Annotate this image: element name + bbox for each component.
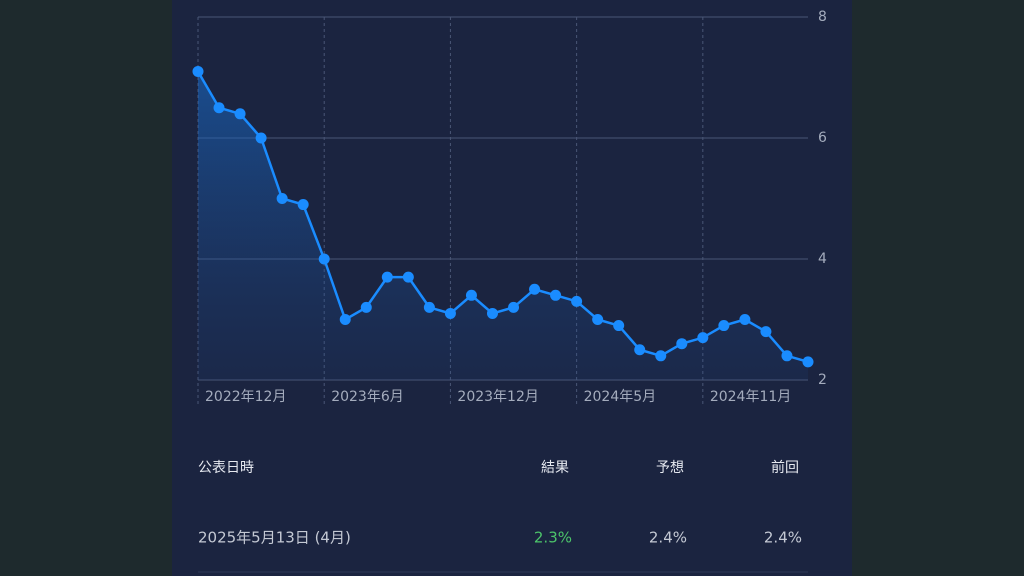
y-tick-label: 8	[818, 9, 827, 25]
table-header: 公表日時	[198, 460, 254, 476]
x-tick-label: 2023年12月	[457, 389, 538, 405]
table-cell: 2.4%	[764, 529, 802, 547]
table-header: 結果	[541, 460, 569, 476]
point	[508, 301, 520, 313]
table: 公表日時 結果 予想 前回 2025年5月13日 (4月) 2.3% 2.4% 2.4%	[198, 459, 802, 547]
point	[465, 289, 477, 301]
point	[297, 199, 309, 211]
point	[550, 289, 562, 301]
point	[718, 320, 730, 332]
point	[613, 320, 625, 332]
point	[276, 193, 288, 204]
point	[634, 344, 646, 356]
point	[444, 307, 456, 319]
point	[592, 314, 604, 325]
point	[529, 283, 541, 295]
point	[381, 271, 393, 283]
table-cell: 2.3%	[534, 529, 572, 547]
point	[402, 271, 414, 283]
point	[255, 132, 267, 144]
x-tick-label: 2022年12月	[205, 389, 286, 405]
table-cell: 2025年5月13日 (4月)	[198, 529, 351, 547]
point	[213, 102, 225, 114]
point	[339, 314, 351, 325]
area	[198, 71, 808, 380]
point	[802, 356, 814, 368]
point	[781, 350, 793, 362]
table-header: 予想	[656, 460, 684, 476]
x-tick-label: 2023年6月	[331, 389, 404, 405]
point	[423, 301, 435, 313]
y-tick-label: 2	[818, 372, 827, 388]
point	[571, 295, 583, 307]
point	[739, 314, 751, 325]
y-tick-label: 4	[818, 251, 827, 267]
x-tick-label: 2024年5月	[584, 389, 657, 405]
point	[760, 326, 772, 338]
point	[655, 350, 667, 362]
point	[360, 301, 372, 313]
chart: 2 4 6 8 2022年12月 2023年6月 2023年12月 2024年5月 2024年1…	[192, 9, 827, 406]
point	[676, 338, 688, 350]
point	[234, 108, 246, 120]
point	[486, 307, 498, 319]
table-header: 前回	[771, 459, 799, 476]
point	[697, 332, 709, 344]
point	[318, 253, 330, 265]
table-cell: 2.4%	[649, 529, 687, 547]
point	[192, 65, 204, 77]
y-tick-label: 6	[818, 130, 827, 146]
x-tick-label: 2024年11月	[710, 389, 791, 405]
